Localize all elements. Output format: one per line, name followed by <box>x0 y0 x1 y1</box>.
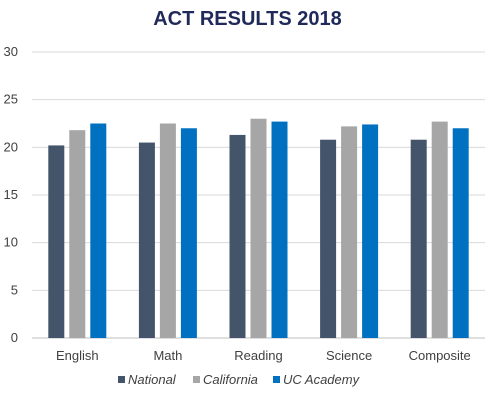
legend: National California UC Academy <box>118 372 361 387</box>
bar-uc-academy <box>362 124 379 338</box>
bar-national <box>48 145 65 338</box>
legend-swatch <box>193 376 200 383</box>
x-category-label: Science <box>326 348 372 363</box>
legend-swatch <box>118 376 125 383</box>
bar-national <box>229 134 246 338</box>
bars <box>48 118 469 339</box>
y-tick-label: 30 <box>4 44 18 59</box>
x-category-label: English <box>56 348 99 363</box>
x-category-label: Composite <box>409 348 471 363</box>
y-tick-label: 25 <box>4 92 18 107</box>
legend-swatch <box>273 376 280 383</box>
chart-title: ACT RESULTS 2018 <box>153 8 342 30</box>
x-category-label: Math <box>153 348 182 363</box>
bar-national <box>320 139 337 338</box>
bar-california <box>250 118 267 338</box>
y-tick-label: 20 <box>4 139 18 154</box>
legend-label: California <box>203 372 258 387</box>
y-tick-label: 15 <box>4 187 18 202</box>
bar-california <box>431 121 448 339</box>
bar-uc-academy <box>271 121 288 339</box>
legend-label: UC Academy <box>283 372 361 387</box>
bar-national <box>138 142 155 338</box>
bar-national <box>410 139 427 338</box>
y-tick-label: 5 <box>11 282 18 297</box>
bar-uc-academy <box>452 128 469 338</box>
x-category-label: Reading <box>234 348 282 363</box>
bar-uc-academy <box>90 123 107 338</box>
bar-california <box>69 130 86 338</box>
bar-california <box>159 123 176 338</box>
legend-label: National <box>128 372 177 387</box>
y-axis-ticks: 0 5 10 15 20 25 30 <box>4 44 18 345</box>
x-axis-categories: English Math Reading Science Composite <box>56 348 471 363</box>
bar-uc-academy <box>180 128 197 338</box>
bar-california <box>341 126 358 338</box>
y-tick-label: 10 <box>4 235 18 250</box>
y-tick-label: 0 <box>11 330 18 345</box>
